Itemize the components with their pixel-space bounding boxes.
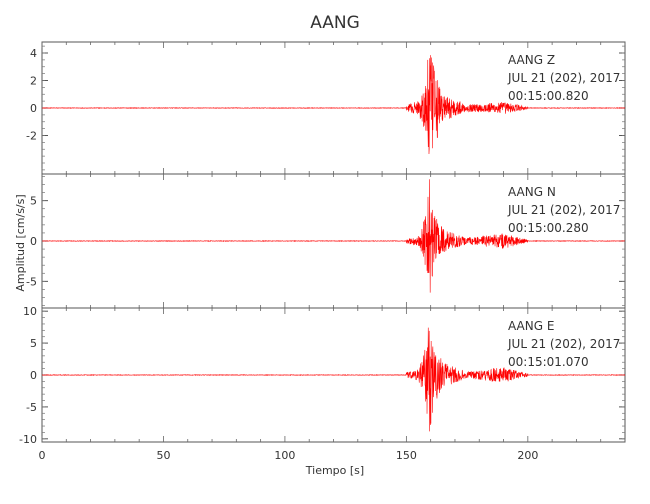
y-tick-label: -5	[26, 401, 37, 414]
y-tick-label: -10	[19, 433, 37, 446]
y-axis-label: Amplitud [cm/s/s]	[14, 194, 27, 291]
x-tick-label: 200	[517, 449, 538, 462]
y-tick-label: 0	[30, 235, 37, 248]
annotation-time-line: 00:15:01.070	[508, 355, 589, 369]
panel-aang-z: 4 2 0 -2 AANG Z JUL 21 (202), 2017 00:15:00.82…	[26, 41, 626, 175]
waveform-line-aang-n	[41, 179, 626, 293]
panel-aang-n: 5 0 -5 AANG N JUL 21 (202), 2017 00:15:00.280	[26, 173, 626, 309]
x-tick-label: 150	[396, 449, 417, 462]
y-tick-label: -5	[26, 275, 37, 288]
y-tick-label: 5	[30, 195, 37, 208]
annotation-date-line: JUL 21 (202), 2017	[507, 203, 620, 217]
annotation-station-line: AANG Z	[508, 53, 555, 67]
y-tick-label: 0	[30, 369, 37, 382]
x-tick-label: 0	[39, 449, 46, 462]
panel-aang-e: 10 5 0 -5 -10 AANG E JUL 21 (202), 2017 00:15:0…	[19, 305, 626, 446]
x-tick-label: 100	[274, 449, 295, 462]
y-tick-label: 0	[30, 102, 37, 115]
waveform-line-aang-z	[41, 55, 626, 155]
annotation-station-line: AANG N	[508, 185, 556, 199]
annotation-station-line: AANG E	[508, 319, 554, 333]
y-tick-label: 10	[23, 305, 37, 318]
panels-layer: 4 2 0 -2 AANG Z JUL 21 (202), 2017 00:15:00.82…	[19, 41, 626, 462]
annotation-date-line: JUL 21 (202), 2017	[507, 71, 620, 85]
chart-title: AANG	[310, 13, 360, 33]
annotation-date-line: JUL 21 (202), 2017	[507, 337, 620, 351]
y-tick-label: 5	[30, 337, 37, 350]
x-tick-label: 50	[156, 449, 170, 462]
waveform-line-aang-e	[41, 327, 626, 432]
x-axis-label: Tiempo [s]	[305, 464, 364, 477]
y-tick-label: 2	[30, 75, 37, 88]
y-tick-label: -2	[26, 130, 37, 143]
annotation-time-line: 00:15:00.280	[508, 221, 589, 235]
y-tick-label: 4	[30, 47, 37, 60]
annotation-time-line: 00:15:00.820	[508, 89, 589, 103]
